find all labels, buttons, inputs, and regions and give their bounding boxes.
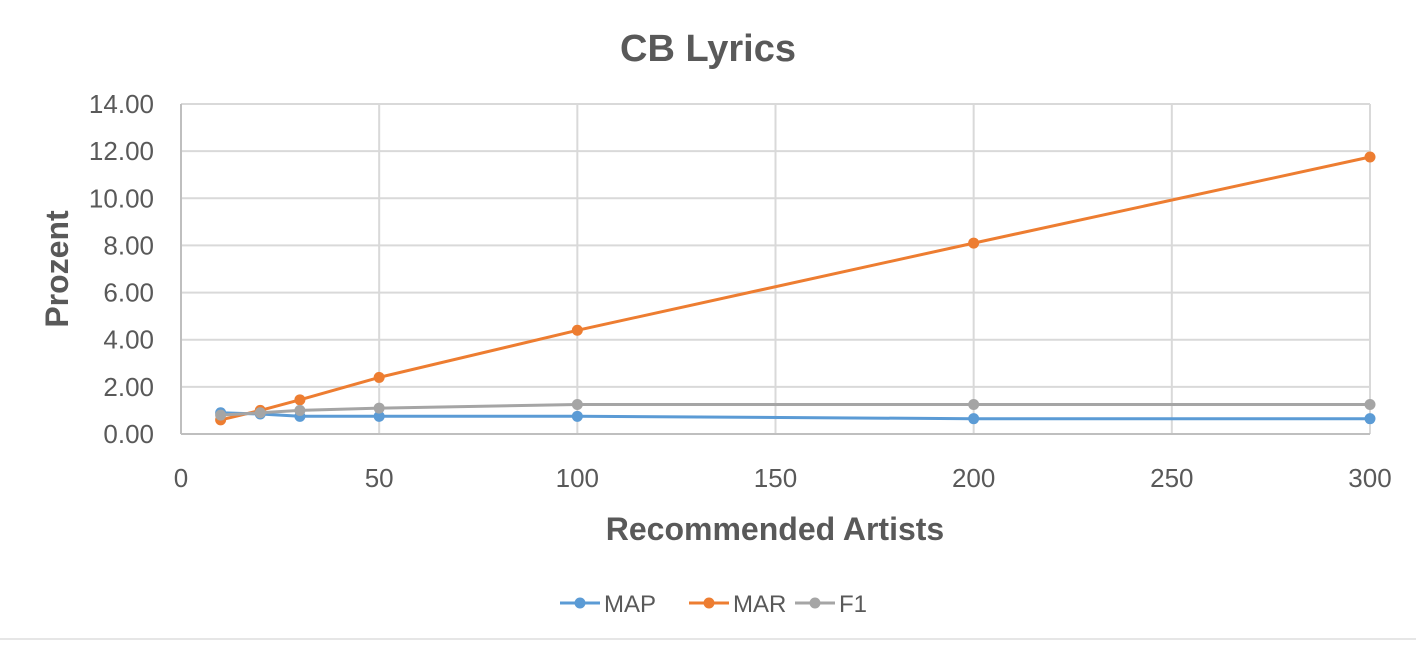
x-tick-label: 300 [1348,463,1391,493]
legend-label-f1: F1 [839,591,867,618]
x-tick-label: 200 [952,463,995,493]
data-point-f1 [215,409,227,421]
data-point-mar [373,371,385,383]
series-line-map [220,411,1370,421]
x-tick-label: 50 [365,463,394,493]
series [215,151,1376,426]
data-point-f1 [571,399,583,411]
series-line-mar [220,155,1371,422]
y-tick-label: 0.00 [103,419,154,449]
x-tick-label: 250 [1150,463,1193,493]
grid [181,103,1371,434]
legend-item-map: MAP [560,591,656,618]
data-point-f1 [254,407,266,419]
data-point-f1 [968,399,980,411]
y-tick-label: 8.00 [103,230,154,260]
x-tick-label: 0 [174,463,188,493]
legend: MAP MAR F1 [560,591,867,618]
x-axis-title: Recommended Artists [606,511,944,547]
data-point-f1 [373,402,385,414]
data-point-mar [968,237,980,249]
y-tick-label: 4.00 [103,325,154,355]
data-point-mar [1364,151,1376,163]
data-point-f1 [294,404,306,416]
data-point-map [968,413,980,425]
labels: 0.00 2.00 4.00 6.00 8.00 10.00 12.00 14.00 0 50 10… [39,28,1392,547]
x-tick-label: 150 [754,463,797,493]
axes [180,104,1370,435]
y-tick-label: 14.00 [89,89,154,119]
data-point-f1 [1364,399,1376,411]
x-tick-label: 100 [556,463,599,493]
legend-label-map: MAP [604,591,656,618]
y-tick-label: 12.00 [89,136,154,166]
legend-item-mar: MAR [689,591,786,618]
y-tick-label: 2.00 [103,372,154,402]
y-axis-title: Prozent [39,210,75,328]
legend-label-mar: MAR [733,591,786,618]
y-tick-label: 6.00 [103,278,154,308]
legend-item-f1: F1 [795,591,867,618]
legend-marker-map [574,597,586,609]
series-line-f1 [220,403,1370,417]
bottom-divider [0,638,1416,640]
data-point-map [571,410,583,422]
data-point-mar [294,394,306,406]
data-point-map [373,410,385,422]
data-point-map [1364,413,1376,425]
legend-marker-mar [703,597,715,609]
legend-marker-f1 [809,597,821,609]
data-point-mar [571,324,583,336]
chart-title: CB Lyrics [620,28,796,70]
y-tick-label: 10.00 [89,183,154,213]
